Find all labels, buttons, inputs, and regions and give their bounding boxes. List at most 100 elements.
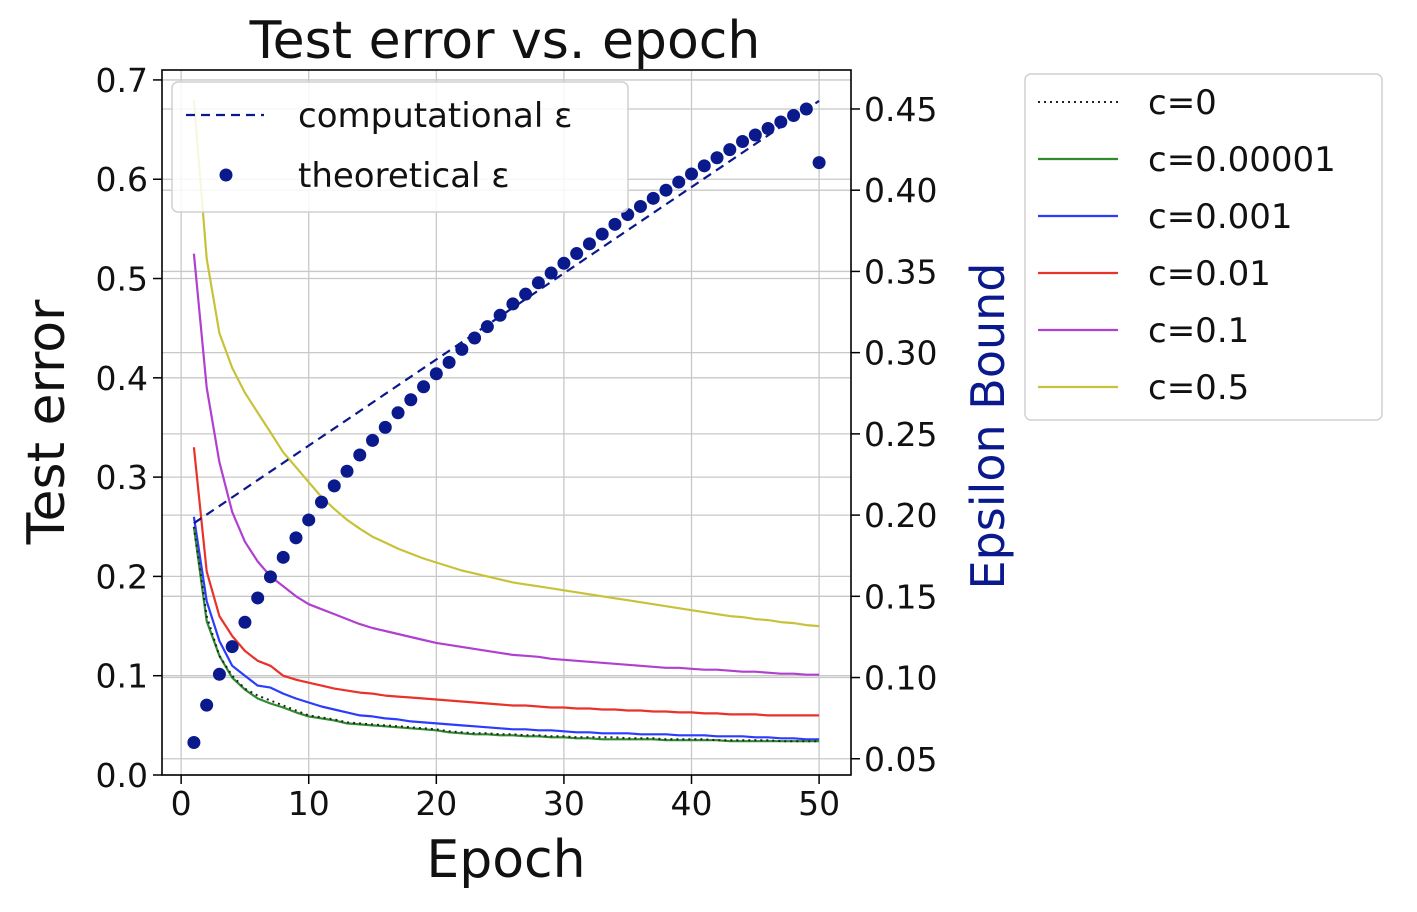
series-marker-theoretical- bbox=[225, 640, 239, 654]
x-axis-label: Epoch bbox=[426, 830, 585, 890]
legend-marker bbox=[219, 168, 233, 182]
series-marker-theoretical- bbox=[442, 355, 456, 369]
series-marker-theoretical- bbox=[787, 108, 801, 122]
series-marker-theoretical- bbox=[736, 134, 750, 148]
series-marker-theoretical- bbox=[659, 183, 673, 197]
y2-tick-label: 0.45 bbox=[864, 90, 937, 129]
y2-tick-label: 0.25 bbox=[864, 415, 937, 454]
x-tick-label: 0 bbox=[171, 784, 192, 823]
y-tick-label: 0.6 bbox=[96, 160, 148, 199]
series-marker-theoretical- bbox=[455, 342, 469, 356]
y-tick-label: 0.7 bbox=[96, 61, 148, 100]
series-marker-theoretical- bbox=[404, 393, 418, 407]
legend-c-values: c=0 c=0.00001 c=0.001 c=0.01 c=0.1 c=0.5 bbox=[1024, 73, 1383, 421]
y2-tick-label: 0.20 bbox=[864, 496, 937, 535]
x-tick-label: 40 bbox=[671, 784, 713, 823]
series-marker-theoretical- bbox=[212, 667, 226, 681]
series-marker-theoretical- bbox=[723, 143, 737, 157]
series-marker-theoretical- bbox=[697, 159, 711, 173]
series-marker-theoretical- bbox=[633, 199, 647, 213]
series-marker-theoretical- bbox=[340, 464, 354, 478]
series-marker-theoretical- bbox=[582, 237, 596, 251]
series-marker-theoretical- bbox=[366, 433, 380, 447]
y-tick-label: 0.2 bbox=[96, 557, 148, 596]
legend-box bbox=[1024, 73, 1383, 421]
series-line-computational- bbox=[193, 99, 820, 525]
y2-tick-label: 0.40 bbox=[864, 171, 937, 210]
x-tick-label: 20 bbox=[415, 784, 457, 823]
series-marker-theoretical- bbox=[531, 276, 545, 290]
y2-tick-label: 0.30 bbox=[864, 334, 937, 373]
series-marker-theoretical- bbox=[468, 331, 482, 345]
series-marker-theoretical- bbox=[748, 128, 762, 142]
series-marker-theoretical- bbox=[812, 156, 826, 170]
y-axis-right-label: Epsilon Bound bbox=[961, 263, 1015, 590]
plot-frame bbox=[161, 69, 852, 776]
series-line-c-0-00001 bbox=[192, 526, 820, 743]
series-marker-theoretical- bbox=[570, 247, 584, 261]
y2-tick-label: 0.15 bbox=[864, 577, 937, 616]
series-line-c-0-5 bbox=[192, 99, 820, 628]
y-axis-right: 0.05 0.10 0.15 0.20 0.25 0.30 0.35 0.40 0.45 bbox=[851, 90, 937, 779]
series-marker-theoretical- bbox=[480, 320, 494, 334]
y-axis-left-label: Test error bbox=[17, 299, 77, 545]
series-marker-theoretical- bbox=[519, 287, 533, 301]
legend-label: c=0 bbox=[1148, 83, 1217, 123]
y-axis-left: 0.0 0.1 0.2 0.3 0.4 0.5 0.6 0.7 bbox=[96, 61, 162, 795]
series-marker-theoretical- bbox=[391, 406, 405, 420]
series-marker-theoretical- bbox=[276, 550, 290, 564]
series-marker-theoretical- bbox=[710, 151, 724, 165]
series-marker-theoretical- bbox=[672, 175, 686, 189]
series-line-c-0-01 bbox=[192, 447, 820, 717]
series-marker-theoretical- bbox=[302, 513, 316, 527]
series-marker-theoretical- bbox=[506, 297, 520, 311]
legend-label: c=0.5 bbox=[1148, 368, 1249, 408]
chart-title: Test error vs. epoch bbox=[249, 11, 761, 71]
series-marker-theoretical- bbox=[327, 479, 341, 493]
legend-box bbox=[171, 81, 629, 213]
y-tick-label: 0.5 bbox=[96, 260, 148, 299]
y2-tick-label: 0.35 bbox=[864, 252, 937, 291]
series-marker-theoretical- bbox=[685, 167, 699, 181]
series-marker-theoretical- bbox=[774, 115, 788, 129]
series-marker-theoretical- bbox=[799, 102, 813, 116]
y2-tick-label: 0.10 bbox=[864, 659, 937, 698]
series-marker-theoretical- bbox=[187, 736, 201, 750]
series-marker-theoretical- bbox=[378, 420, 392, 434]
series-marker-theoretical- bbox=[557, 256, 571, 270]
series-marker-theoretical- bbox=[761, 121, 775, 135]
series-line-c-0-1 bbox=[192, 253, 820, 676]
legend-label: c=0.1 bbox=[1148, 311, 1249, 351]
series-marker-theoretical- bbox=[493, 308, 507, 322]
x-tick-label: 10 bbox=[288, 784, 330, 823]
y2-tick-label: 0.05 bbox=[864, 740, 937, 779]
legend-epsilon: computational ε theoretical ε bbox=[171, 81, 629, 213]
x-axis: 0 10 20 30 40 50 bbox=[171, 775, 840, 823]
y-tick-label: 0.4 bbox=[96, 359, 148, 398]
series-marker-theoretical- bbox=[417, 380, 431, 394]
y-tick-label: 0.1 bbox=[96, 657, 148, 696]
y-tick-label: 0.0 bbox=[96, 756, 148, 795]
legend-label: c=0.00001 bbox=[1148, 140, 1336, 180]
x-tick-label: 30 bbox=[543, 784, 585, 823]
y-tick-label: 0.3 bbox=[96, 458, 148, 497]
series-marker-theoretical- bbox=[608, 217, 622, 231]
legend-label: theoretical ε bbox=[298, 156, 510, 196]
series-marker-theoretical- bbox=[200, 698, 214, 712]
legend-label: c=0.001 bbox=[1148, 197, 1293, 237]
series-marker-theoretical- bbox=[263, 570, 277, 584]
series-marker-theoretical- bbox=[314, 495, 328, 509]
series-marker-theoretical- bbox=[238, 615, 252, 629]
series-marker-theoretical- bbox=[353, 448, 367, 462]
legend-label: c=0.01 bbox=[1148, 254, 1271, 294]
series-marker-theoretical- bbox=[289, 531, 303, 545]
series-marker-theoretical- bbox=[595, 227, 609, 241]
series-marker-theoretical- bbox=[544, 266, 558, 280]
series-marker-theoretical- bbox=[646, 191, 660, 205]
series-marker-theoretical- bbox=[429, 367, 443, 381]
series-marker-theoretical- bbox=[251, 591, 265, 605]
series-line-c-0-001 bbox=[192, 516, 820, 741]
legend-label: computational ε bbox=[298, 96, 573, 136]
plot-area bbox=[187, 99, 826, 750]
